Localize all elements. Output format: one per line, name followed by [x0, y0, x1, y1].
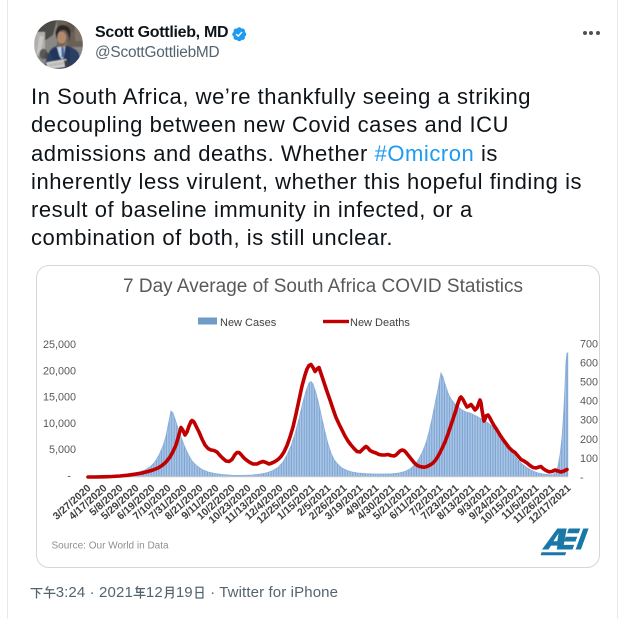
svg-text:-: - [67, 471, 71, 483]
svg-text:5,000: 5,000 [49, 444, 76, 456]
svg-text:New Deaths: New Deaths [350, 317, 410, 329]
svg-text:7 Day Average of South Africa: 7 Day Average of South Africa COVID Stat… [123, 276, 523, 297]
svg-text:Source: Our World in Data: Source: Our World in Data [52, 541, 170, 552]
svg-text:500: 500 [580, 377, 598, 389]
svg-text:600: 600 [580, 357, 598, 369]
svg-text:100: 100 [580, 453, 598, 465]
svg-text:200: 200 [580, 434, 598, 446]
svg-text:20,000: 20,000 [43, 365, 76, 377]
svg-text:400: 400 [580, 396, 598, 408]
svg-text:300: 300 [580, 415, 598, 427]
svg-text:15,000: 15,000 [43, 392, 76, 404]
svg-text:New Cases: New Cases [220, 317, 277, 329]
svg-text:25,000: 25,000 [43, 339, 76, 351]
svg-text:10,000: 10,000 [43, 418, 76, 430]
svg-text:700: 700 [580, 338, 598, 350]
svg-text:-: - [580, 472, 584, 484]
